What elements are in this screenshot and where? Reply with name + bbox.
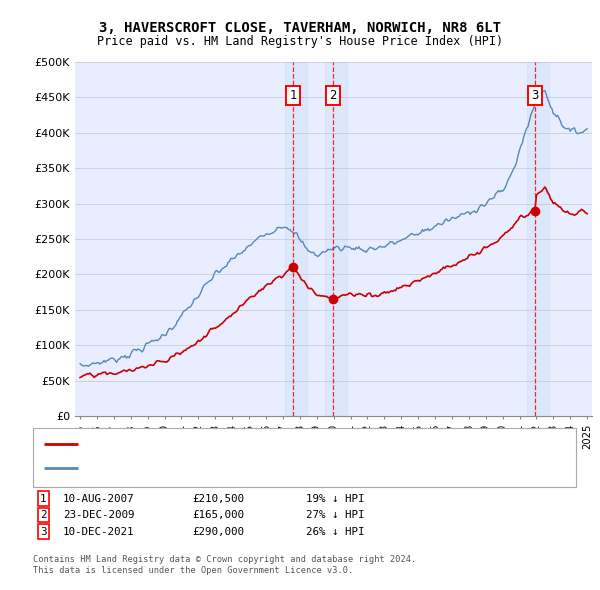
Text: 2: 2 [40,510,46,520]
Text: 1: 1 [289,89,297,102]
Text: 26% ↓ HPI: 26% ↓ HPI [306,527,365,536]
Bar [284,62,307,416]
Text: 23-DEC-2009: 23-DEC-2009 [63,510,134,520]
Text: Price paid vs. HM Land Registry's House Price Index (HPI): Price paid vs. HM Land Registry's House … [97,35,503,48]
Text: 27% ↓ HPI: 27% ↓ HPI [306,510,365,520]
Text: 3, HAVERSCROFT CLOSE, TAVERHAM, NORWICH, NR8 6LT: 3, HAVERSCROFT CLOSE, TAVERHAM, NORWICH,… [99,21,501,35]
Text: £210,500: £210,500 [192,494,244,503]
Text: £290,000: £290,000 [192,527,244,536]
Text: £165,000: £165,000 [192,510,244,520]
Text: Contains HM Land Registry data © Crown copyright and database right 2024.: Contains HM Land Registry data © Crown c… [33,555,416,563]
Bar [527,62,549,416]
Text: 2: 2 [329,89,337,102]
Text: 10-AUG-2007: 10-AUG-2007 [63,494,134,503]
Text: 3: 3 [532,89,539,102]
Bar [325,62,347,416]
Text: 10-DEC-2021: 10-DEC-2021 [63,527,134,536]
Text: HPI: Average price, detached house, Broadland: HPI: Average price, detached house, Broa… [84,463,359,473]
Text: 19% ↓ HPI: 19% ↓ HPI [306,494,365,503]
Text: 3, HAVERSCROFT CLOSE, TAVERHAM, NORWICH, NR8 6LT (detached house): 3, HAVERSCROFT CLOSE, TAVERHAM, NORWICH,… [84,440,482,449]
Text: 3: 3 [40,527,46,536]
Text: This data is licensed under the Open Government Licence v3.0.: This data is licensed under the Open Gov… [33,566,353,575]
Text: 1: 1 [40,494,46,503]
